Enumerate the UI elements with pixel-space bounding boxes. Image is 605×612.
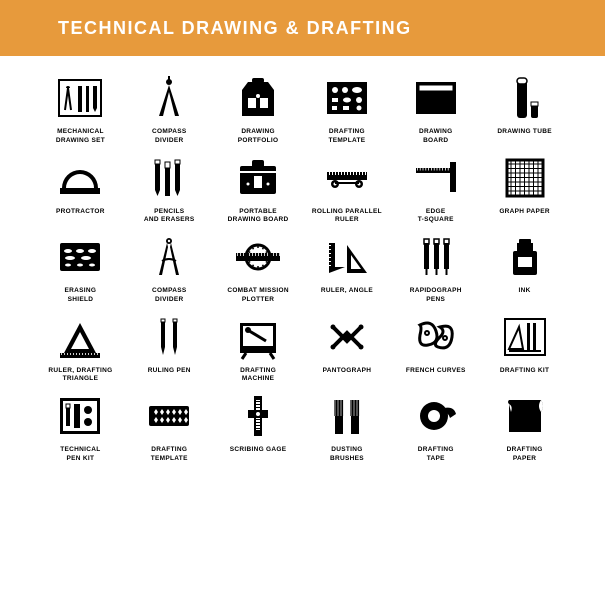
icon-label: SCRIBING GAGE (230, 446, 287, 455)
cell-rolling-parallel-ruler: ROLLING PARALLEL RULER (305, 154, 390, 226)
ruling-pen-icon (145, 313, 193, 361)
drafting-template-2-icon (145, 392, 193, 440)
icon-label: INK (519, 287, 531, 296)
cell-protractor: PROTRACTOR (38, 154, 123, 226)
drafting-tape-icon (412, 392, 460, 440)
page: TECHNICAL DRAWING & DRAFTING MECHANICAL … (0, 0, 605, 612)
icon-label: RULER, ANGLE (321, 287, 373, 296)
icon-label: RULING PEN (148, 367, 191, 376)
icon-label: PENCILS AND ERASERS (144, 208, 195, 226)
cell-pantograph: PANTOGRAPH (305, 313, 390, 385)
cell-ruling-pen: RULING PEN (127, 313, 212, 385)
cell-mechanical-drawing-set: MECHANICAL DRAWING SET (38, 74, 123, 146)
icon-grid: MECHANICAL DRAWING SET COMPASS DIVIDER D… (0, 56, 605, 482)
cell-french-curves: FRENCH CURVES (393, 313, 478, 385)
ruler-angle-icon (323, 233, 371, 281)
drafting-template-icon (323, 74, 371, 122)
pencils-and-erasers-icon (145, 154, 193, 202)
drawing-board-icon (412, 74, 460, 122)
rapidograph-pens-icon (412, 233, 460, 281)
icon-label: COMBAT MISSION PLOTTER (227, 287, 289, 305)
icon-label: COMPASS DIVIDER (152, 128, 186, 146)
icon-label: DRAWING TUBE (497, 128, 552, 137)
drawing-portfolio-icon (234, 74, 282, 122)
cell-drawing-tube: DRAWING TUBE (482, 74, 567, 146)
dusting-brushes-icon (323, 392, 371, 440)
icon-label: DRAFTING KIT (500, 367, 549, 376)
cell-edge-t-square: EDGE T-SQUARE (393, 154, 478, 226)
cell-drafting-tape: DRAFTING TAPE (393, 392, 478, 464)
icon-label: GRAPH PAPER (499, 208, 550, 217)
icon-label: DRAWING PORTFOLIO (238, 128, 279, 146)
ink-icon (501, 233, 549, 281)
icon-label: DRAFTING TAPE (418, 446, 454, 464)
cell-ink: INK (482, 233, 567, 305)
icon-label: ROLLING PARALLEL RULER (312, 208, 382, 226)
icon-label: MECHANICAL DRAWING SET (56, 128, 105, 146)
icon-label: DRAFTING TEMPLATE (151, 446, 188, 464)
drafting-paper-icon (501, 392, 549, 440)
icon-label: EDGE T-SQUARE (418, 208, 454, 226)
icon-label: RULER, DRAFTING TRIANGLE (48, 367, 112, 385)
icon-label: COMPASS DIVIDER (152, 287, 186, 305)
page-title: TECHNICAL DRAWING & DRAFTING (58, 18, 412, 39)
erasing-shield-icon (56, 233, 104, 281)
cell-drafting-template-2: DRAFTING TEMPLATE (127, 392, 212, 464)
compass-divider-2-icon (145, 233, 193, 281)
ruler-drafting-triangle-icon (56, 313, 104, 361)
cell-drawing-portfolio: DRAWING PORTFOLIO (216, 74, 301, 146)
icon-label: DRAFTING PAPER (507, 446, 543, 464)
combat-mission-plotter-icon (234, 233, 282, 281)
icon-label: FRENCH CURVES (406, 367, 466, 376)
icon-label: ERASING SHIELD (65, 287, 97, 305)
drawing-tube-icon (501, 74, 549, 122)
drafting-kit-icon (501, 313, 549, 361)
icon-label: DRAFTING MACHINE (240, 367, 276, 385)
cell-rapidograph-pens: RAPIDOGRAPH PENS (393, 233, 478, 305)
icon-label: PROTRACTOR (56, 208, 105, 217)
graph-paper-icon (501, 154, 549, 202)
icon-label: DRAWING BOARD (419, 128, 453, 146)
cell-graph-paper: GRAPH PAPER (482, 154, 567, 226)
cell-combat-mission-plotter: COMBAT MISSION PLOTTER (216, 233, 301, 305)
cell-compass-divider: COMPASS DIVIDER (127, 74, 212, 146)
technical-pen-kit-icon (56, 392, 104, 440)
cell-pencils-and-erasers: PENCILS AND ERASERS (127, 154, 212, 226)
compass-divider-icon (145, 74, 193, 122)
cell-portable-drawing-board: PORTABLE DRAWING BOARD (216, 154, 301, 226)
cell-scribing-gage: SCRIBING GAGE (216, 392, 301, 464)
scribing-gage-icon (234, 392, 282, 440)
edge-t-square-icon (412, 154, 460, 202)
cell-erasing-shield: ERASING SHIELD (38, 233, 123, 305)
rolling-parallel-ruler-icon (323, 154, 371, 202)
icon-label: RAPIDOGRAPH PENS (410, 287, 462, 305)
pantograph-icon (323, 313, 371, 361)
icon-label: TECHNICAL PEN KIT (60, 446, 100, 464)
cell-drawing-board: DRAWING BOARD (393, 74, 478, 146)
cell-drafting-template: DRAFTING TEMPLATE (305, 74, 390, 146)
cell-technical-pen-kit: TECHNICAL PEN KIT (38, 392, 123, 464)
icon-label: PANTOGRAPH (323, 367, 372, 376)
cell-drafting-machine: DRAFTING MACHINE (216, 313, 301, 385)
icon-label: DUSTING BRUSHES (330, 446, 364, 464)
cell-ruler-drafting-triangle: RULER, DRAFTING TRIANGLE (38, 313, 123, 385)
portable-drawing-board-icon (234, 154, 282, 202)
french-curves-icon (412, 313, 460, 361)
drafting-machine-icon (234, 313, 282, 361)
cell-dusting-brushes: DUSTING BRUSHES (305, 392, 390, 464)
cell-drafting-kit: DRAFTING KIT (482, 313, 567, 385)
icon-label: PORTABLE DRAWING BOARD (228, 208, 289, 226)
icon-label: DRAFTING TEMPLATE (328, 128, 365, 146)
cell-ruler-angle: RULER, ANGLE (305, 233, 390, 305)
protractor-icon (56, 154, 104, 202)
title-banner: TECHNICAL DRAWING & DRAFTING (0, 0, 605, 56)
cell-drafting-paper: DRAFTING PAPER (482, 392, 567, 464)
mechanical-drawing-set-icon (56, 74, 104, 122)
cell-compass-divider-2: COMPASS DIVIDER (127, 233, 212, 305)
